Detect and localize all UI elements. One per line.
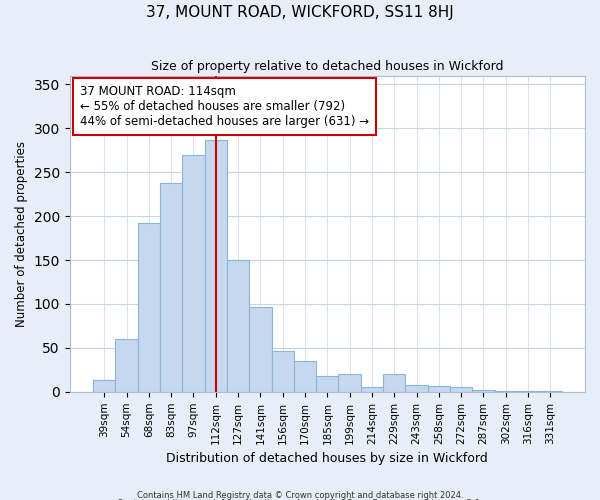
- Bar: [294, 361, 316, 392]
- Bar: [428, 386, 450, 392]
- Title: Size of property relative to detached houses in Wickford: Size of property relative to detached ho…: [151, 60, 503, 73]
- Bar: [406, 385, 428, 392]
- Bar: [93, 380, 115, 392]
- Bar: [137, 223, 160, 392]
- Bar: [205, 140, 227, 392]
- Text: 37, MOUNT ROAD, WICKFORD, SS11 8HJ: 37, MOUNT ROAD, WICKFORD, SS11 8HJ: [146, 5, 454, 20]
- Y-axis label: Number of detached properties: Number of detached properties: [15, 140, 28, 326]
- Bar: [494, 391, 517, 392]
- Text: 37 MOUNT ROAD: 114sqm
← 55% of detached houses are smaller (792)
44% of semi-det: 37 MOUNT ROAD: 114sqm ← 55% of detached …: [80, 85, 369, 128]
- Bar: [272, 350, 294, 392]
- Bar: [450, 388, 472, 392]
- Bar: [472, 390, 494, 392]
- Bar: [517, 391, 539, 392]
- X-axis label: Distribution of detached houses by size in Wickford: Distribution of detached houses by size …: [166, 452, 488, 465]
- Bar: [338, 374, 361, 392]
- Bar: [316, 376, 338, 392]
- Bar: [539, 391, 562, 392]
- Bar: [227, 260, 249, 392]
- Bar: [182, 154, 205, 392]
- Text: Contains HM Land Registry data © Crown copyright and database right 2024.: Contains HM Land Registry data © Crown c…: [137, 490, 463, 500]
- Bar: [115, 339, 137, 392]
- Bar: [383, 374, 406, 392]
- Bar: [249, 306, 272, 392]
- Bar: [361, 388, 383, 392]
- Bar: [160, 182, 182, 392]
